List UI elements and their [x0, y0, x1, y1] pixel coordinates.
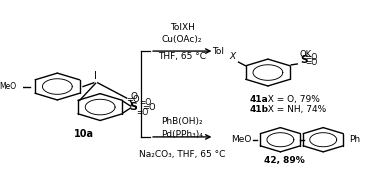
Text: 10a: 10a — [74, 129, 94, 139]
Text: =O: =O — [142, 104, 156, 112]
Text: =O: =O — [136, 108, 148, 117]
Text: =O: =O — [306, 58, 318, 67]
Text: 41a: 41a — [250, 95, 269, 104]
Text: 41b: 41b — [250, 105, 269, 114]
Text: I: I — [94, 71, 97, 81]
Text: TolXH: TolXH — [170, 23, 195, 32]
Text: S: S — [129, 102, 137, 112]
Text: Pd(PPh₃)₄: Pd(PPh₃)₄ — [161, 130, 203, 139]
Text: =O: =O — [139, 98, 151, 107]
Text: Cu(OAc)₂: Cu(OAc)₂ — [162, 35, 202, 44]
Text: =O: =O — [126, 96, 140, 105]
Text: : X = NH, 74%: : X = NH, 74% — [262, 105, 326, 114]
Text: =O: =O — [306, 53, 318, 62]
Text: O: O — [130, 92, 137, 102]
Text: PhB(OH)₂: PhB(OH)₂ — [162, 118, 203, 127]
Text: Tol: Tol — [212, 47, 224, 56]
Text: OK: OK — [300, 50, 312, 59]
Text: THF, 65 °C: THF, 65 °C — [158, 52, 206, 61]
Text: Ph: Ph — [349, 135, 360, 144]
Text: MeO: MeO — [0, 82, 17, 91]
Text: X: X — [229, 52, 235, 61]
Text: Na₂CO₃, THF, 65 °C: Na₂CO₃, THF, 65 °C — [139, 150, 226, 159]
Text: 42, 89%: 42, 89% — [264, 156, 304, 165]
Text: MeO: MeO — [231, 135, 252, 144]
Text: S: S — [300, 55, 307, 65]
Text: : X = O, 79%: : X = O, 79% — [262, 95, 320, 104]
